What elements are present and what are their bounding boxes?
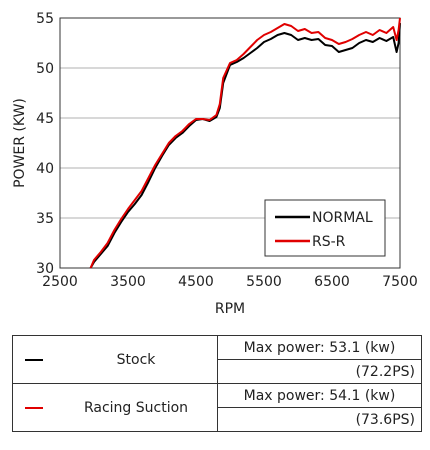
y-tick-label: 45 [36,111,54,127]
stock-swatch [12,335,55,384]
table-row-stock: Stock Max power: 53.1 (kw) [12,335,422,384]
legend-label-rsr: RS-R [312,234,346,250]
y-tick-label: 40 [36,161,54,177]
x-tick-label: 3500 [110,274,146,290]
x-tick-label: 2500 [42,274,78,290]
plot-frame [59,17,401,269]
racing-max-power: Max power: 54.1 (kw) [217,383,422,408]
series-line-rs-r [89,17,401,269]
racing-line-swatch [25,406,43,409]
y-tick-label: 30 [36,261,54,277]
stock-ps: (72.2PS) [217,359,422,384]
x-tick-label: 5500 [246,274,282,290]
x-tick-label: 7500 [382,274,418,290]
racing-name: Racing Suction [55,383,218,432]
series-line-normal [89,22,401,269]
racing-swatch [12,383,55,432]
stock-line-swatch [25,358,43,361]
x-tick-label: 6500 [314,274,350,290]
y-axis-title: POWER (KW) [12,98,28,188]
x-axis-title: RPM [215,301,245,317]
power-summary-table: Stock Max power: 53.1 (kw) (72.2PS) Raci… [12,335,422,432]
legend-box [264,199,386,257]
table-row-racing-ps: (73.6PS) [13,407,422,432]
x-tick-label: 4500 [178,274,214,290]
legend-label-normal: NORMAL [312,210,373,226]
legend: NORMAL RS-R [264,199,386,257]
grid-lines [60,67,400,219]
y-tick-labels: 30 35 40 45 50 55 [36,11,54,277]
racing-ps: (73.6PS) [217,407,422,432]
stock-max-power: Max power: 53.1 (kw) [217,335,422,360]
y-tick-label: 55 [36,11,54,27]
x-tick-labels: 2500 3500 4500 5500 6500 7500 [42,274,418,290]
series-lines [89,17,401,269]
table-row-racing: Racing Suction Max power: 54.1 (kw) [12,383,422,432]
y-tick-label: 50 [36,61,54,77]
y-tick-label: 35 [36,211,54,227]
power-chart: 30 35 40 45 50 55 2500 3500 4500 5500 6500 7500 RP… [12,11,418,317]
stock-name: Stock [55,335,218,384]
